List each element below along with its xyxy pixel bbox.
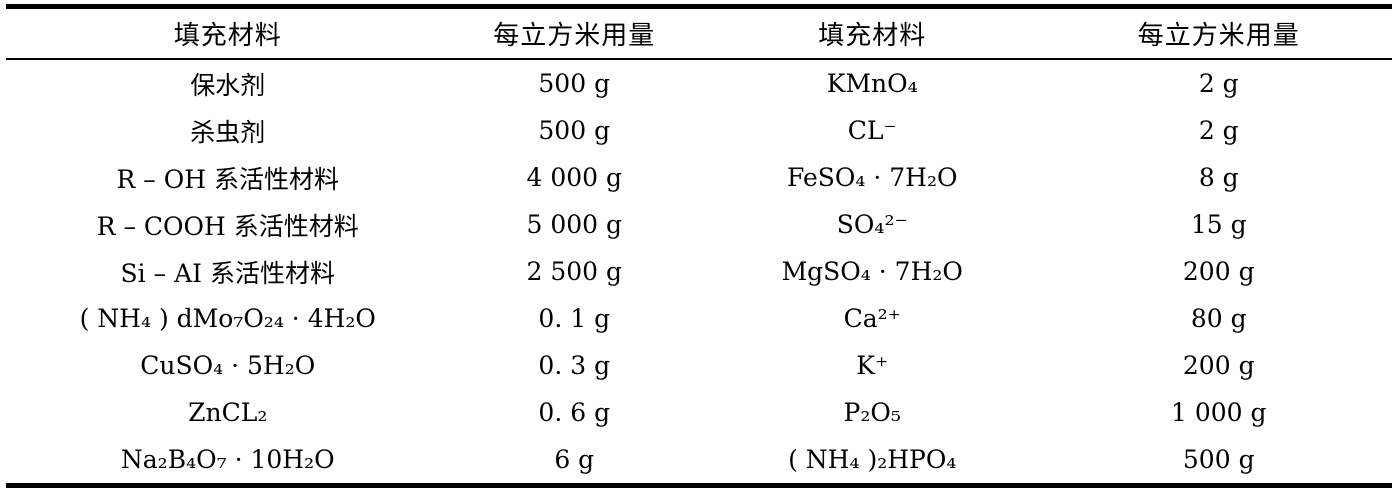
cell-material-right: Ca²⁺ [843, 304, 901, 333]
cell-dosage-right: 500 g [1045, 436, 1392, 488]
cell-dosage-right: 2 g [1198, 116, 1239, 145]
cell-dosage-left: 2 500 g [526, 257, 623, 286]
cell-dosage-left: 500 g [538, 69, 611, 98]
cell-material-right: MgSO₄ · 7H₂O [781, 257, 963, 286]
table-row: R – OH 系活性材料 4 000 g FeSO₄ · 7H₂O 8 g [6, 154, 1392, 201]
header-dosage-per-cubic-meter-right: 每立方米用量 [1045, 4, 1392, 60]
cell-material-right: P₂O₅ [843, 398, 901, 427]
table-row: 杀虫剂 500 g CL⁻ 2 g [6, 107, 1392, 154]
table-row: Si – AI 系活性材料 2 500 g MgSO₄ · 7H₂O 200 g [6, 248, 1392, 295]
cell-dosage-right: 200 g [1182, 257, 1255, 286]
table-row: ( NH₄ ) dMo₇O₂₄ · 4H₂O 0. 1 g Ca²⁺ 80 g [6, 295, 1392, 342]
cell-dosage-right: 1 000 g [1170, 398, 1267, 427]
cell-material-left: CuSO₄ · 5H₂O [140, 351, 316, 380]
header-row: 填充材料 每立方米用量 填充材料 每立方米用量 [6, 4, 1392, 60]
cell-material-right: ( NH₄ )₂HPO₄ [698, 436, 1046, 488]
cell-dosage-left: 4 000 g [526, 163, 623, 192]
cell-material-right: K⁺ [856, 351, 889, 380]
table-row: CuSO₄ · 5H₂O 0. 3 g K⁺ 200 g [6, 342, 1392, 389]
header-filling-material-right: 填充材料 [698, 4, 1046, 60]
cell-material-left: ( NH₄ ) dMo₇O₂₄ · 4H₂O [79, 304, 376, 333]
cell-dosage-left: 0. 1 g [538, 304, 611, 333]
cell-dosage-left: 5 000 g [526, 210, 623, 239]
materials-dosage-table: 填充材料 每立方米用量 填充材料 每立方米用量 保水剂 500 g KMnO₄ … [6, 4, 1392, 488]
cell-dosage-left: 0. 6 g [538, 398, 611, 427]
cell-material-right: KMnO₄ [826, 69, 918, 98]
cell-material-left: Si – AI 系活性材料 [120, 258, 335, 288]
header-filling-material-left: 填充材料 [6, 4, 450, 60]
cell-dosage-left: 6 g [449, 436, 699, 488]
cell-material-left: 杀虫剂 [190, 117, 266, 147]
table-row: 保水剂 500 g KMnO₄ 2 g [6, 59, 1392, 107]
cell-material-right: FeSO₄ · 7H₂O [786, 163, 958, 192]
cell-dosage-right: 80 g [1190, 304, 1247, 333]
table-row: ZnCL₂ 0. 6 g P₂O₅ 1 000 g [6, 389, 1392, 436]
cell-material-right: SO₄²⁻ [836, 210, 908, 239]
cell-material-left: R – COOH 系活性材料 [96, 211, 359, 241]
cell-dosage-right: 2 g [1198, 69, 1239, 98]
cell-dosage-right: 15 g [1190, 210, 1247, 239]
header-dosage-per-cubic-meter-left: 每立方米用量 [449, 4, 699, 60]
cell-dosage-right: 8 g [1198, 163, 1239, 192]
cell-material-right: CL⁻ [847, 116, 897, 145]
cell-material-left: R – OH 系活性材料 [116, 164, 339, 194]
cell-dosage-left: 0. 3 g [538, 351, 611, 380]
cell-dosage-left: 500 g [538, 116, 611, 145]
cell-dosage-right: 200 g [1182, 351, 1255, 380]
cell-material-left: Na₂B₄O₇ · 10H₂O [6, 436, 450, 488]
cell-material-left: 保水剂 [190, 70, 266, 100]
table-row: R – COOH 系活性材料 5 000 g SO₄²⁻ 15 g [6, 201, 1392, 248]
cell-material-left: ZnCL₂ [188, 398, 268, 427]
table-row: Na₂B₄O₇ · 10H₂O 6 g ( NH₄ )₂HPO₄ 500 g [6, 436, 1392, 488]
